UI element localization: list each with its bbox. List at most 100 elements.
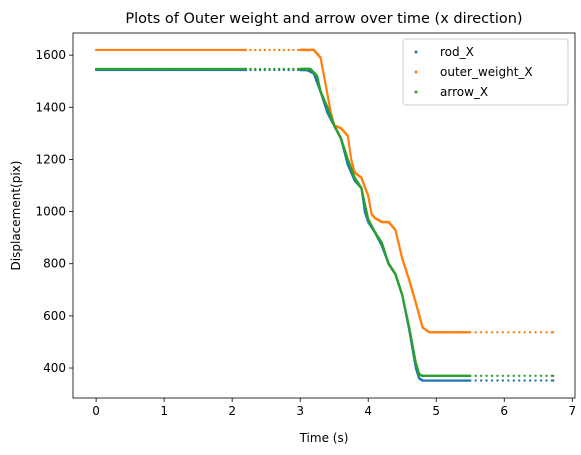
data-point [200, 67, 203, 71]
data-point [534, 379, 537, 382]
data-point [181, 67, 185, 71]
data-point [152, 48, 156, 52]
data-point [469, 331, 472, 334]
data-point [100, 48, 103, 52]
data-point [347, 142, 351, 145]
x-tick-label: 6 [500, 404, 508, 418]
data-point [349, 155, 352, 158]
data-point [292, 48, 295, 52]
data-point [236, 48, 239, 52]
data-point [346, 136, 350, 140]
data-point [539, 374, 543, 378]
data-point [268, 67, 271, 71]
data-point [186, 48, 190, 52]
data-point [512, 379, 515, 382]
data-point [528, 374, 532, 378]
data-point [185, 48, 188, 52]
data-point [161, 67, 164, 71]
data-point [479, 331, 483, 334]
data-point [469, 379, 472, 382]
data-point [151, 48, 154, 52]
data-point [183, 48, 186, 52]
data-point [169, 67, 173, 71]
data-point [469, 374, 472, 378]
data-point [142, 67, 145, 71]
data-point [347, 144, 351, 147]
data-point [241, 48, 244, 52]
data-point [207, 67, 210, 71]
data-point [174, 48, 178, 52]
data-point [219, 67, 222, 71]
data-point [479, 374, 483, 378]
data-point [140, 48, 144, 52]
y-tick-label: 600 [43, 309, 66, 323]
x-tick-label: 5 [432, 404, 440, 418]
data-point [115, 67, 118, 71]
data-point [534, 374, 537, 378]
data-point [507, 331, 510, 334]
data-point [96, 48, 100, 52]
data-point [139, 48, 142, 52]
data-point [135, 48, 139, 52]
data-point [254, 48, 257, 52]
data-point [100, 67, 103, 71]
data-point [98, 67, 101, 71]
data-point [222, 48, 225, 52]
data-point [166, 48, 169, 52]
data-point [147, 48, 151, 52]
data-point [539, 379, 543, 382]
data-point [154, 48, 157, 52]
data-point [501, 379, 505, 382]
data-point [210, 48, 213, 52]
legend-item: arrow_X [414, 85, 488, 99]
data-point [287, 48, 290, 52]
data-point [292, 67, 295, 71]
legend-box [402, 38, 569, 106]
data-point [254, 67, 257, 71]
data-point [534, 331, 537, 334]
data-point [217, 67, 220, 71]
data-point [96, 67, 100, 71]
data-point [217, 48, 220, 52]
data-point [173, 48, 176, 52]
data-point [227, 67, 230, 71]
data-point [205, 48, 208, 52]
data-point [120, 67, 123, 71]
legend-label: rod_X [440, 45, 474, 59]
data-point [151, 67, 154, 71]
data-point [346, 134, 350, 138]
data-point [161, 48, 164, 52]
axes-frame [72, 32, 576, 399]
data-point [347, 138, 350, 141]
data-point [103, 48, 106, 52]
data-point [474, 331, 477, 334]
legend-marker [414, 70, 418, 74]
data-point [273, 67, 276, 71]
y-tick-label: 1400 [35, 100, 66, 114]
legend-label: arrow_X [440, 85, 488, 99]
y-tick-label: 1200 [35, 152, 66, 166]
data-point [212, 48, 215, 52]
data-point [496, 331, 499, 334]
data-point [202, 67, 205, 71]
y-axis-title: Displacement(pix) [9, 161, 23, 271]
plot-area [94, 48, 555, 382]
data-point [249, 48, 252, 52]
legend-item: outer_weight_X [414, 65, 533, 79]
data-point [105, 48, 108, 52]
data-point [215, 67, 219, 71]
data-point [173, 67, 176, 71]
data-point [108, 48, 111, 52]
data-point [545, 379, 548, 382]
data-point [263, 48, 267, 52]
data-point [277, 67, 281, 71]
data-point [149, 67, 152, 71]
x-axis-title: Time (s) [299, 431, 349, 445]
data-point [101, 48, 105, 52]
data-point [162, 48, 166, 52]
data-point [154, 67, 157, 71]
data-point [193, 67, 196, 71]
data-point [186, 67, 190, 71]
data-point [239, 48, 242, 52]
data-point [123, 67, 127, 71]
